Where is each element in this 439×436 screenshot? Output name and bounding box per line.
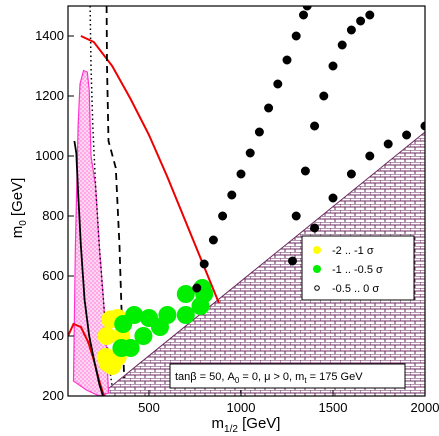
legend-label-2: -1 .. -0.5 σ [332,264,383,276]
scatter-point-series-3 [273,79,283,89]
scatter-point-series-3 [218,211,228,221]
scatter-point-series-1 [98,354,117,372]
scatter-point-series-2 [176,306,195,324]
scatter-point-series-2 [191,297,210,315]
scatter-point-series-3 [264,103,274,113]
scatter-point-series-3 [288,256,297,266]
x-axis-title: m1/2 [GeV] [212,415,281,435]
scatter-point-series-3 [282,55,292,65]
scatter-point-series-3 [402,130,412,140]
scatter-point-series-3 [346,25,356,35]
scatter-point-series-3 [236,169,246,179]
scatter-point-series-3 [310,223,320,233]
scatter-point-series-3 [302,6,312,11]
scatter-point-series-2 [176,285,195,303]
scatter-point-series-3 [245,148,255,158]
scatter-point-series-3 [192,283,202,293]
red-contour-line [80,35,220,304]
parameter-note-text: tanβ = 50, A0 = 0, μ > 0, mt = 175 GeV [175,371,363,385]
scatter-point-series-3 [208,235,218,245]
scatter-point-series-3 [199,259,209,269]
parameter-note-box [169,363,406,389]
legend-marker-black [314,285,320,291]
scatter-point-series-2 [151,318,169,336]
scatter-point-series-2 [125,306,144,324]
plot-frame [67,5,426,397]
scatter-point-series-3 [291,31,301,41]
scatter-point-series-3 [356,16,366,26]
scatter-point-series-3 [328,61,338,71]
scatter-point-series-3 [300,166,310,176]
scatter-point-series-2 [121,339,140,357]
black-solid-contour [73,140,104,396]
y-tick-label: 1000 [35,148,64,163]
y-tick-label: 800 [42,208,64,223]
scatter-point-series-3 [328,193,338,203]
y-tick-label: 1200 [35,88,64,103]
parameter-note: tanβ = 50, A0 = 0, μ > 0, mt = 175 GeV [169,363,406,389]
scatter-point-series-2 [134,327,153,345]
scatter-point-series-1 [97,327,116,345]
x-tick-label: 500 [138,400,160,415]
legend-marker-green [313,265,321,273]
scatter-point-series-3 [299,10,308,20]
scatter-point-series-3 [291,211,301,221]
legend-marker-yellow [313,246,321,254]
x-tick-label: 1500 [319,400,348,415]
scatter-point-series-3 [319,91,329,101]
scatter-point-series-3 [310,121,320,131]
scatter-point-series-3 [365,151,375,161]
y-tick-label: 1400 [35,28,64,43]
y-tick-label: 600 [42,268,64,283]
scatter-point-series-3 [227,190,237,200]
x-tick-label: 2000 [411,400,439,415]
y-axis-title: m0 [GeV] [9,178,29,239]
legend-label-1: -2 .. -1 σ [332,245,374,257]
y-tick-label: 400 [42,328,64,343]
legend: -2 .. -1 σ -1 .. -0.5 σ -0.5 .. 0 σ [301,235,415,301]
scatter-point-series-3 [365,10,375,20]
legend-label-3: -0.5 .. 0 σ [332,283,379,295]
scatter-point-series-3 [383,139,393,149]
excluded-hatched-region [98,131,425,396]
scatter-point-series-3 [254,127,264,137]
y-tick-label: 200 [42,388,64,403]
scatter-point-series-3 [337,40,347,50]
scatter-point-series-3 [346,169,356,179]
scatter-point-series-3 [420,121,425,131]
x-tick-label: 1000 [227,400,256,415]
